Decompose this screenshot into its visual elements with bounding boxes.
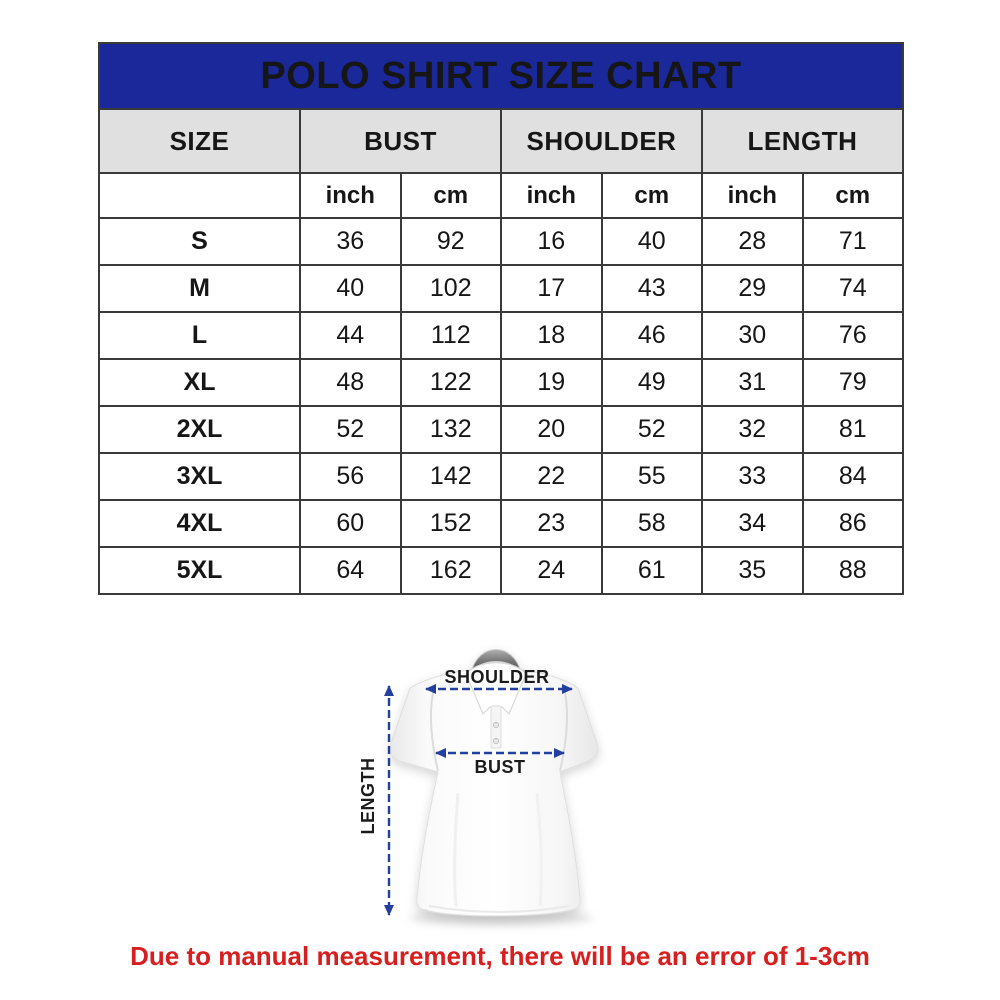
measurement-cell: 31 [701, 358, 804, 407]
measurement-cell: 56 [299, 452, 402, 501]
measurement-cell: 74 [801, 264, 904, 313]
measurement-cell: 24 [500, 546, 603, 595]
measurement-cell: 55 [600, 452, 703, 501]
measurement-cell: 152 [399, 499, 502, 548]
measurement-cell: 58 [600, 499, 703, 548]
measurement-cell: 102 [399, 264, 502, 313]
table-row: 5XL 64 162 24 61 35 88 [98, 546, 904, 595]
table-row: 4XL 60 152 23 58 34 86 [98, 499, 904, 548]
measurement-cell: 60 [299, 499, 402, 548]
measurement-cell: 71 [801, 217, 904, 266]
measurement-cell: 33 [701, 452, 804, 501]
measurement-cell: 19 [500, 358, 603, 407]
measurement-cell: 35 [701, 546, 804, 595]
measurement-cell: 36 [299, 217, 402, 266]
unit-header-row: inch cm inch cm inch cm [98, 172, 904, 219]
measurement-cell: 49 [600, 358, 703, 407]
length-label: LENGTH [358, 758, 378, 835]
measurement-cell: 88 [801, 546, 904, 595]
title-row: POLO SHIRT SIZE CHART [98, 42, 904, 110]
unit-header: inch [500, 172, 603, 219]
col-header-length: LENGTH [701, 108, 904, 174]
measurement-cell: 23 [500, 499, 603, 548]
measurement-cell: 46 [600, 311, 703, 360]
measurement-cell: 43 [600, 264, 703, 313]
col-header-bust: BUST [299, 108, 502, 174]
table-row: 2XL 52 132 20 52 32 81 [98, 405, 904, 454]
measurement-cell: 92 [399, 217, 502, 266]
measurement-cell: 52 [299, 405, 402, 454]
measurement-cell: 162 [399, 546, 502, 595]
collar [465, 649, 527, 749]
measurement-cell: 30 [701, 311, 804, 360]
polo-shirt-diagram: SHOULDER BUST LENGTH [358, 649, 599, 926]
size-cell: L [98, 311, 301, 360]
shoulder-label: SHOULDER [444, 667, 549, 687]
measurement-cell: 17 [500, 264, 603, 313]
measurement-cell: 142 [399, 452, 502, 501]
measurement-cell: 81 [801, 405, 904, 454]
table-row: 3XL 56 142 22 55 33 84 [98, 452, 904, 501]
polo-shirt-illustration [389, 649, 599, 917]
button [492, 721, 500, 729]
measurement-cell: 28 [701, 217, 804, 266]
unit-header: inch [299, 172, 402, 219]
size-cell: S [98, 217, 301, 266]
measurement-cell: 48 [299, 358, 402, 407]
measurement-cell: 32 [701, 405, 804, 454]
size-chart-table: POLO SHIRT SIZE CHART SIZE BUST SHOULDER… [98, 42, 904, 595]
measurement-cell: 84 [801, 452, 904, 501]
table-row: XL 48 122 19 49 31 79 [98, 358, 904, 407]
size-cell: M [98, 264, 301, 313]
measurement-cell: 18 [500, 311, 603, 360]
measurement-cell: 61 [600, 546, 703, 595]
size-cell: 5XL [98, 546, 301, 595]
chart-title: POLO SHIRT SIZE CHART [98, 42, 904, 110]
measurement-cell: 40 [299, 264, 402, 313]
col-header-shoulder: SHOULDER [500, 108, 703, 174]
measurement-cell: 20 [500, 405, 603, 454]
measurement-cell: 52 [600, 405, 703, 454]
measurement-cell: 64 [299, 546, 402, 595]
measurement-cell: 44 [299, 311, 402, 360]
unit-header: inch [701, 172, 804, 219]
size-cell: XL [98, 358, 301, 407]
measurement-cell: 79 [801, 358, 904, 407]
table-row: M 40 102 17 43 29 74 [98, 264, 904, 313]
measurement-cell: 76 [801, 311, 904, 360]
measurement-cell: 34 [701, 499, 804, 548]
col-header-size: SIZE [98, 108, 301, 174]
unit-header: cm [600, 172, 703, 219]
measurement-note: Due to manual measurement, there will be… [130, 941, 870, 971]
size-cell: 2XL [98, 405, 301, 454]
size-cell: 3XL [98, 452, 301, 501]
unit-header: cm [399, 172, 502, 219]
measurement-cell: 86 [801, 499, 904, 548]
table-row: L 44 112 18 46 30 76 [98, 311, 904, 360]
measurement-cell: 22 [500, 452, 603, 501]
measurement-cell: 16 [500, 217, 603, 266]
measurement-cell: 40 [600, 217, 703, 266]
table-row: S 36 92 16 40 28 71 [98, 217, 904, 266]
measurement-cell: 132 [399, 405, 502, 454]
measurement-cell: 29 [701, 264, 804, 313]
measurement-cell: 122 [399, 358, 502, 407]
size-cell: 4XL [98, 499, 301, 548]
unit-header-empty [98, 172, 301, 219]
bust-label: BUST [475, 757, 526, 777]
unit-header: cm [801, 172, 904, 219]
group-header-row: SIZE BUST SHOULDER LENGTH [98, 108, 904, 174]
measurement-cell: 112 [399, 311, 502, 360]
button [492, 737, 500, 745]
